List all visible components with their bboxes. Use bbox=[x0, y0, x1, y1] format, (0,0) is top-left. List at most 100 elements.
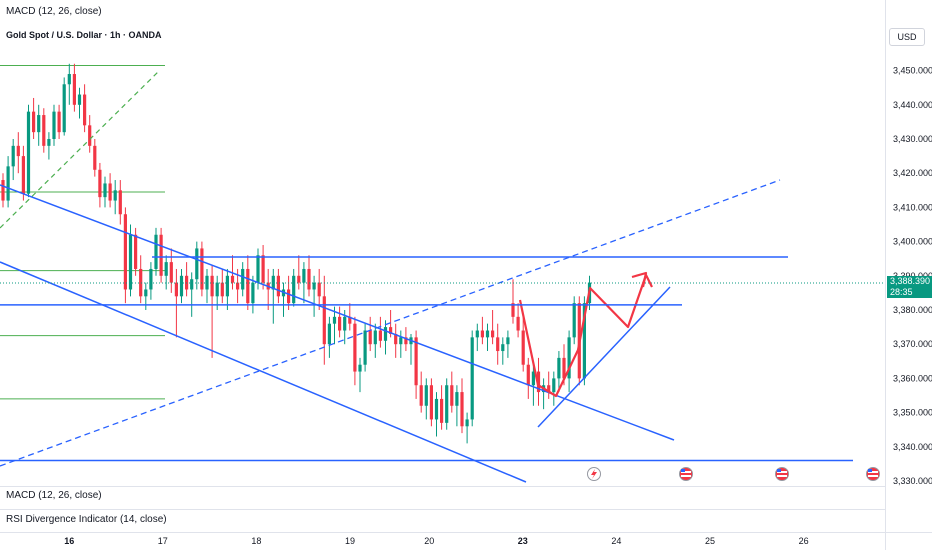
candle-body bbox=[118, 190, 122, 215]
candle-body bbox=[190, 279, 194, 290]
price-tick-label: 3,350.000 bbox=[893, 408, 932, 418]
time-tick-label: 26 bbox=[799, 536, 809, 546]
candle-body bbox=[343, 316, 347, 331]
candle-body bbox=[200, 248, 204, 290]
candle-body bbox=[429, 385, 433, 420]
blue-key-levels[interactable] bbox=[0, 256, 853, 462]
candle-body bbox=[292, 275, 296, 304]
candle-body bbox=[327, 323, 331, 345]
time-tick-label: 23 bbox=[518, 536, 528, 546]
price-tick-label: 3,380.000 bbox=[893, 305, 932, 315]
candle-body bbox=[501, 344, 505, 352]
price-axis-separator bbox=[885, 0, 886, 550]
candle-body bbox=[547, 385, 551, 393]
symbol-title[interactable]: Gold Spot / U.S. Dollar · 1h · OANDA bbox=[6, 30, 162, 40]
rising-support-trendline[interactable] bbox=[537, 286, 671, 428]
candle-body bbox=[6, 166, 10, 201]
channel-lower-trendline[interactable] bbox=[0, 261, 527, 483]
candle-body bbox=[511, 303, 515, 317]
candle-body bbox=[159, 234, 163, 276]
candle-body bbox=[368, 330, 372, 345]
candlestick-series bbox=[1, 63, 592, 444]
candle-body bbox=[88, 125, 92, 146]
currency-button[interactable]: USD bbox=[889, 28, 925, 46]
bar-countdown: 28:35 bbox=[890, 287, 913, 297]
trendline-drawings[interactable] bbox=[0, 69, 885, 483]
candle-body bbox=[526, 364, 530, 386]
price-tick-label: 3,390.000 bbox=[893, 271, 932, 281]
time-tick-label: 20 bbox=[424, 536, 434, 546]
dashed-green-trendline[interactable] bbox=[0, 69, 161, 229]
us-flag-event-icon[interactable] bbox=[866, 467, 880, 481]
macd-pane-label[interactable]: MACD (12, 26, close) bbox=[6, 490, 102, 501]
candle-body bbox=[562, 357, 566, 379]
candle-body bbox=[236, 282, 240, 290]
projection-arrowhead bbox=[631, 271, 648, 288]
green-support-levels[interactable] bbox=[0, 64, 165, 400]
candle-body bbox=[220, 282, 224, 297]
price-tick-label: 3,330.000 bbox=[893, 476, 932, 486]
candle-body bbox=[16, 145, 20, 157]
candle-body bbox=[363, 330, 367, 365]
candle-body bbox=[230, 275, 235, 283]
candle-body bbox=[567, 337, 571, 379]
price-tick-label: 3,430.000 bbox=[893, 134, 932, 144]
us-flag-event-icon[interactable] bbox=[679, 467, 693, 481]
candle-body bbox=[128, 234, 133, 290]
price-tick-label: 3,440.000 bbox=[893, 100, 932, 110]
candle-body bbox=[450, 385, 454, 406]
candle-body bbox=[414, 337, 418, 386]
candle-body bbox=[358, 364, 362, 372]
time-axis-separator bbox=[0, 532, 932, 533]
candle-body bbox=[455, 392, 459, 406]
candle-body bbox=[210, 275, 214, 297]
candle-body bbox=[297, 275, 301, 283]
candle-body bbox=[52, 111, 56, 139]
time-tick-label: 16 bbox=[64, 536, 74, 546]
candle-body bbox=[332, 316, 337, 324]
candle-body bbox=[322, 296, 326, 345]
candle-body bbox=[93, 145, 97, 170]
candle-body bbox=[516, 316, 520, 331]
pane-separator[interactable] bbox=[0, 509, 885, 510]
candle-body bbox=[521, 330, 525, 365]
candle-body bbox=[32, 111, 36, 133]
time-tick-label: 17 bbox=[158, 536, 168, 546]
candle-body bbox=[139, 268, 143, 297]
candle-body bbox=[57, 111, 61, 133]
candle-body bbox=[72, 74, 76, 105]
candle-body bbox=[174, 282, 178, 297]
candle-body bbox=[491, 330, 495, 338]
candle-body bbox=[485, 330, 490, 338]
price-tick-label: 3,450.000 bbox=[893, 66, 932, 76]
time-tick-label: 24 bbox=[611, 536, 621, 546]
candle-body bbox=[11, 145, 15, 167]
current-price-value: 3,388.390 bbox=[890, 276, 931, 286]
dashed-rising-trendline[interactable] bbox=[0, 179, 781, 467]
candle-body bbox=[419, 385, 423, 406]
rsi-pane-label[interactable]: RSI Divergence Indicator (14, close) bbox=[6, 514, 167, 525]
candle-body bbox=[373, 330, 377, 345]
price-tick-label: 3,340.000 bbox=[893, 442, 932, 452]
candle-body bbox=[37, 115, 41, 133]
candle-body bbox=[144, 289, 148, 297]
time-tick-label: 25 bbox=[705, 536, 715, 546]
candle-body bbox=[348, 316, 352, 324]
candle-body bbox=[404, 337, 408, 345]
pane-separator[interactable] bbox=[0, 486, 885, 487]
candle-body bbox=[154, 234, 158, 269]
candle-body bbox=[225, 275, 229, 297]
candle-body bbox=[460, 392, 464, 427]
candle-body bbox=[195, 248, 199, 280]
candle-body bbox=[475, 330, 479, 338]
candle-body bbox=[394, 333, 398, 345]
channel-upper-trendline[interactable] bbox=[0, 184, 675, 441]
candle-body bbox=[399, 337, 403, 345]
candle-body bbox=[302, 268, 306, 283]
lightning-event-icon[interactable] bbox=[587, 467, 601, 481]
candle-body bbox=[496, 337, 500, 352]
us-flag-event-icon[interactable] bbox=[775, 467, 789, 481]
top-indicator-label[interactable]: MACD (12, 26, close) bbox=[6, 6, 102, 17]
price-axis-ticks: 3,330.000 3,340.000 3,350.000 3,360.000 3,37… bbox=[893, 66, 932, 486]
